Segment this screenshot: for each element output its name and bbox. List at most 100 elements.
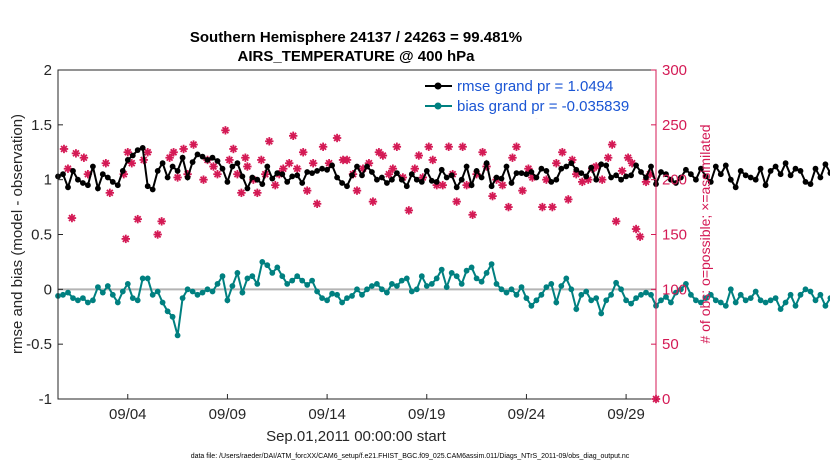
- obs-count-stroke: [229, 145, 237, 153]
- series-1-point: [408, 288, 415, 295]
- series-0-point: [269, 175, 276, 182]
- obs-count-stroke: [180, 145, 188, 153]
- obs-count-marker: [508, 153, 517, 162]
- obs-count-stroke: [632, 225, 640, 233]
- series-1-point: [423, 283, 430, 289]
- series-0-point: [533, 174, 540, 181]
- series-1-point: [319, 295, 325, 301]
- obs-count-stroke: [628, 159, 636, 167]
- series-0-point: [329, 162, 335, 169]
- obs-count-stroke: [429, 156, 437, 164]
- obs-count-marker: [213, 169, 222, 179]
- series-0-point: [528, 169, 535, 175]
- obs-count-marker: [71, 149, 81, 158]
- obs-count-stroke: [488, 192, 497, 200]
- series-0-point: [698, 165, 704, 172]
- series-0-point: [772, 163, 779, 170]
- obs-count-marker: [623, 153, 633, 162]
- obs-count-stroke: [128, 159, 136, 167]
- series-0-point: [184, 174, 191, 181]
- series-0-point: [70, 168, 76, 174]
- series-0-point: [503, 163, 510, 170]
- series-0-point: [747, 174, 754, 181]
- series-0-point: [548, 179, 555, 185]
- obs-count-marker: [121, 234, 130, 244]
- series-0-point: [523, 171, 530, 178]
- series-1-point: [369, 283, 375, 289]
- series-1-point: [129, 295, 136, 301]
- series-0-point: [374, 176, 380, 183]
- series-1-point: [488, 261, 495, 267]
- y-tick-label-right: 0: [662, 391, 670, 408]
- y-tick-label-right: 300: [662, 62, 687, 79]
- series-1-point: [752, 288, 759, 295]
- series-0-point: [65, 184, 71, 191]
- obs-count-stroke: [385, 170, 393, 178]
- series-1-point: [179, 295, 186, 301]
- series-0-point: [369, 169, 375, 175]
- series-1-point: [623, 297, 629, 304]
- series-0-point: [274, 170, 281, 177]
- series-1-point: [717, 299, 724, 306]
- series-1-point: [663, 294, 669, 300]
- series-0-point: [129, 152, 136, 159]
- y-tick-label-right: 250: [662, 117, 687, 134]
- series-0-point: [453, 184, 460, 191]
- series-0-point: [598, 161, 605, 168]
- series-1-point: [433, 275, 440, 282]
- obs-count-marker: [199, 175, 208, 184]
- chart-title-line-1: Southern Hemisphere 24137 / 24263 = 99.4…: [190, 29, 522, 46]
- obs-count-marker: [271, 180, 280, 190]
- series-1-point: [812, 297, 819, 304]
- series-0-point: [643, 174, 649, 181]
- series-0-point: [508, 180, 515, 186]
- y-tick-label-left: 1.5: [31, 117, 52, 134]
- series-1-point: [802, 286, 809, 293]
- obs-count-stroke: [158, 217, 166, 225]
- series-1-point: [463, 267, 470, 274]
- obs-count-marker: [265, 137, 274, 146]
- series-1-point: [189, 288, 196, 295]
- series-1-point: [314, 288, 320, 295]
- obs-count-stroke: [343, 156, 351, 164]
- obs-count-marker: [229, 144, 238, 154]
- series-0-point: [618, 176, 624, 183]
- series-0-point: [294, 172, 301, 179]
- series-0-point: [389, 176, 395, 183]
- series-0-point: [319, 165, 325, 172]
- obs-count-stroke: [309, 159, 317, 167]
- obs-count-stroke: [80, 154, 88, 162]
- obs-count-stroke: [289, 132, 297, 140]
- y-tick-label-left: 0.5: [31, 227, 52, 244]
- series-0-point: [693, 176, 699, 183]
- series-1-point: [403, 275, 410, 282]
- series-0-point: [224, 179, 231, 185]
- series-0-point: [578, 170, 585, 177]
- obs-count-stroke: [134, 215, 142, 223]
- obs-count-stroke: [375, 148, 383, 156]
- series-1-point: [284, 281, 291, 287]
- obs-count-marker: [221, 126, 230, 135]
- obs-count-stroke: [379, 151, 387, 160]
- obs-count-marker: [289, 131, 298, 140]
- obs-count-marker: [308, 159, 318, 168]
- x-tick-label: 09/14: [308, 406, 346, 423]
- series-1-point: [80, 295, 86, 301]
- obs-count-marker: [635, 232, 645, 241]
- series-0-point: [418, 179, 425, 185]
- obs-count-marker: [392, 142, 402, 151]
- series-0-point: [752, 176, 759, 183]
- series-0-point: [299, 180, 306, 186]
- series-1-point: [777, 306, 784, 312]
- series-0-point: [334, 174, 340, 181]
- obs-count-marker: [592, 162, 601, 171]
- obs-count-stroke: [124, 148, 132, 156]
- series-0-point: [812, 165, 819, 172]
- obs-count-stroke: [265, 137, 273, 145]
- series-1-point: [289, 277, 296, 284]
- obs-count-marker: [237, 188, 246, 198]
- obs-count-marker: [153, 230, 162, 239]
- series-0-point: [159, 160, 166, 167]
- series-1-point: [553, 299, 560, 306]
- series-1-point: [199, 289, 206, 296]
